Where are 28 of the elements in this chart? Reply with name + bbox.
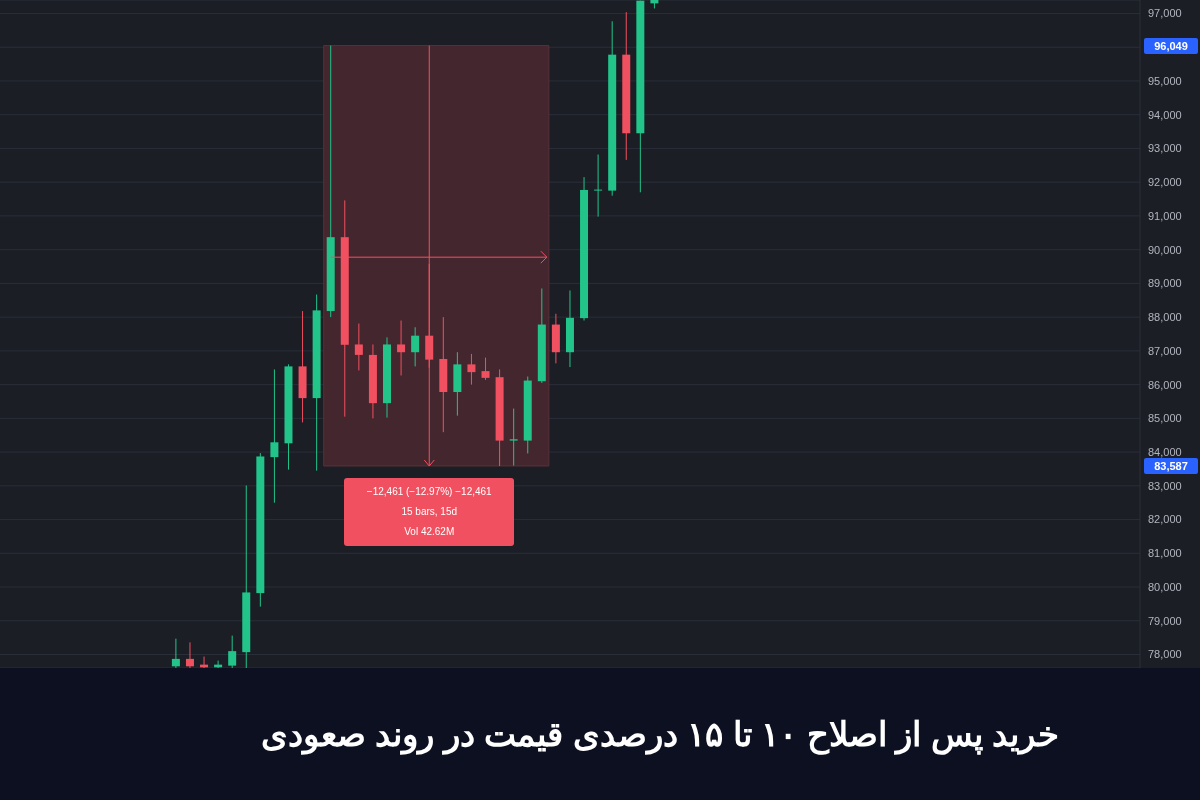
candlestick xyxy=(509,408,518,466)
annotation: −12,461 (−12.97%) −12,461 xyxy=(365,485,493,499)
y-tick-label: 87,000 xyxy=(1148,344,1182,357)
y-tick-label: 93,000 xyxy=(1148,142,1182,155)
y-tick-label: 82,000 xyxy=(1148,513,1182,526)
y-tick-label: 86,000 xyxy=(1148,378,1182,391)
y-tick-label: 91,000 xyxy=(1148,209,1182,222)
text: 83,587 xyxy=(1144,458,1198,474)
y-tick-label: 83,000 xyxy=(1148,479,1182,492)
y-tick-label: 89,000 xyxy=(1148,277,1182,290)
text: 96,049 xyxy=(1144,37,1198,54)
y-tick-label: 79,000 xyxy=(1148,614,1182,627)
y-tick-label: 81,000 xyxy=(1148,547,1182,560)
y-tick-label: 80,000 xyxy=(1148,580,1182,593)
y-tick-label: 94,000 xyxy=(1148,108,1182,121)
annotation: Vol 42.62M xyxy=(403,525,456,539)
y-tick-label: 78,000 xyxy=(1148,648,1182,661)
y-tick-label: 90,000 xyxy=(1148,243,1182,256)
y-tick-label: 95,000 xyxy=(1148,74,1182,87)
y-tick-label: 97,000 xyxy=(1148,7,1182,20)
y-tick-label: 85,000 xyxy=(1148,412,1182,425)
candlestick xyxy=(594,154,603,217)
text: خرید پس از اصلاح ۱۰ تا ۱۵ درصدی قیمت در روند صعودی xyxy=(260,714,1059,754)
y-tick-label: 88,000 xyxy=(1148,311,1182,324)
y-tick-label: 84,000 xyxy=(1148,445,1182,458)
annotation: 15 bars, 15d xyxy=(400,505,459,519)
y-tick-label: 92,000 xyxy=(1148,176,1182,189)
measure-label-box: −12,461 (−12.97%) −12,461 15 bars, 15d Vol 42.62M xyxy=(344,478,515,546)
